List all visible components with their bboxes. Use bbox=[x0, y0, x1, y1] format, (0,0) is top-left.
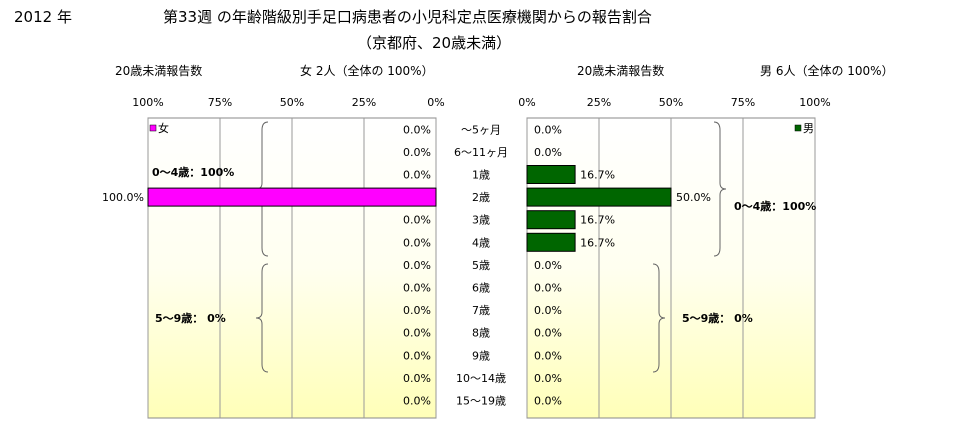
male-value-label: 0.0% bbox=[534, 327, 562, 340]
category-label: 9歳 bbox=[472, 349, 490, 362]
category-label: ～5ヶ月 bbox=[461, 123, 501, 136]
category-label: 15～19歳 bbox=[456, 395, 506, 408]
female-tick-label: 25% bbox=[352, 96, 376, 109]
female-value-label: 0.0% bbox=[403, 214, 431, 227]
male-value-label: 16.7% bbox=[580, 236, 615, 249]
male-value-label: 0.0% bbox=[534, 395, 562, 408]
category-label: 2歳 bbox=[472, 191, 490, 204]
category-label: 3歳 bbox=[472, 214, 490, 227]
male-value-label: 0.0% bbox=[534, 304, 562, 317]
male-value-label: 50.0% bbox=[676, 191, 711, 204]
female-legend-label: 女 bbox=[158, 121, 169, 135]
female-value-label: 0.0% bbox=[403, 236, 431, 249]
male-tick-label: 100% bbox=[799, 96, 830, 109]
year-label: 2012 年 bbox=[14, 8, 72, 26]
female-value-label: 0.0% bbox=[403, 146, 431, 159]
male-value-label: 0.0% bbox=[534, 282, 562, 295]
female-value-label: 0.0% bbox=[403, 395, 431, 408]
male-group-0-4-label: 0～4歳：100% bbox=[734, 199, 816, 213]
male-brace-5-9 bbox=[652, 263, 666, 373]
male-value-label: 16.7% bbox=[580, 214, 615, 227]
category-label: 5歳 bbox=[472, 259, 490, 272]
female-value-label: 100.0% bbox=[102, 191, 144, 204]
category-label: 1歳 bbox=[472, 169, 490, 182]
female-count-label: 20歳未満報告数 bbox=[115, 64, 203, 78]
female-value-label: 0.0% bbox=[403, 372, 431, 385]
female-tick-label: 50% bbox=[280, 96, 304, 109]
male-value-label: 0.0% bbox=[534, 146, 562, 159]
male-total-text: 男 6人（全体の 100%） bbox=[760, 64, 894, 78]
male-count-label: 20歳未満報告数 bbox=[577, 64, 665, 78]
category-label: 6～11ヶ月 bbox=[454, 146, 508, 159]
male-bar bbox=[526, 232, 576, 252]
male-value-label: 0.0% bbox=[534, 123, 562, 136]
category-label: 6歳 bbox=[472, 282, 490, 295]
female-tick-label: 0% bbox=[427, 96, 444, 109]
male-brace-0-4 bbox=[713, 121, 727, 257]
male-value-label: 0.0% bbox=[534, 259, 562, 272]
male-legend-label: 男 bbox=[803, 122, 814, 135]
female-value-label: 0.0% bbox=[403, 327, 431, 340]
male-tick-label: 0% bbox=[518, 96, 535, 109]
female-brace-5-9 bbox=[255, 263, 269, 373]
chart-subtitle: （京都府、20歳未満） bbox=[357, 34, 512, 52]
male-legend-swatch bbox=[794, 124, 802, 132]
category-label: 7歳 bbox=[472, 304, 490, 317]
female-value-label: 0.0% bbox=[403, 282, 431, 295]
female-tick-label: 75% bbox=[208, 96, 232, 109]
female-tick-label: 100% bbox=[132, 96, 163, 109]
male-bar bbox=[526, 187, 672, 207]
female-value-label: 0.0% bbox=[403, 349, 431, 362]
male-value-label: 16.7% bbox=[580, 169, 615, 182]
category-label: 8歳 bbox=[472, 327, 490, 340]
female-total-text: 女 2人（全体の 100%） bbox=[300, 64, 434, 78]
female-legend-swatch bbox=[149, 124, 157, 132]
category-label: 10～14歳 bbox=[456, 372, 506, 385]
male-tick-label: 25% bbox=[587, 96, 611, 109]
male-tick-label: 75% bbox=[731, 96, 755, 109]
female-value-label: 0.0% bbox=[403, 123, 431, 136]
category-label: 4歳 bbox=[472, 236, 490, 249]
female-group-5-9-label: 5～9歳： 0% bbox=[155, 311, 226, 325]
female-bar bbox=[147, 187, 437, 207]
female-group-0-4-label: 0～4歳：100% bbox=[152, 165, 234, 179]
male-value-label: 0.0% bbox=[534, 349, 562, 362]
male-tick-label: 50% bbox=[659, 96, 683, 109]
female-value-label: 0.0% bbox=[403, 259, 431, 272]
male-bar bbox=[526, 210, 576, 230]
male-bar bbox=[526, 165, 576, 184]
chart-title: 第33週 の年齢階級別手足口病患者の小児科定点医療機関からの報告割合 bbox=[163, 8, 652, 26]
female-value-label: 0.0% bbox=[403, 169, 431, 182]
male-group-5-9-label: 5～9歳： 0% bbox=[682, 311, 753, 325]
male-value-label: 0.0% bbox=[534, 372, 562, 385]
female-value-label: 0.0% bbox=[403, 304, 431, 317]
